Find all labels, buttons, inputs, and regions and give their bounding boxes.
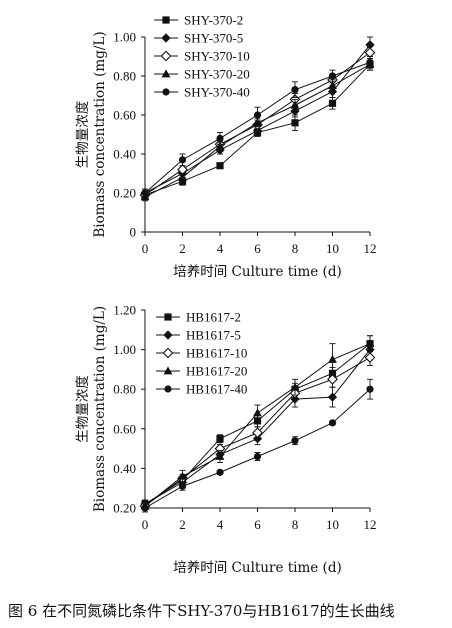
y-tick-label: 1.20 [113,303,136,318]
y-tick-label: 0 [130,225,137,240]
legend-label: SHY-370-10 [184,49,250,64]
x-axis-label: 培养时间 Culture time (d) [173,560,342,576]
data-point [328,81,337,90]
data-point [328,419,337,427]
x-axis-label: 培养时间 Culture time (d) [173,264,342,280]
x-tick-label: 4 [217,517,224,532]
legend-marker [162,88,170,96]
legend-marker [161,69,171,78]
data-point [365,339,375,348]
data-point [328,354,337,363]
legend: HB1617-2 HB1617-5 HB1617-10 HB1617-20 HB1617… [156,310,247,397]
legend-label: SHY-370-2 [184,13,243,28]
x-tick-label: 4 [217,241,224,256]
x-tick-label: 2 [179,517,186,532]
data-point [141,189,149,197]
data-point [215,141,225,150]
x-tick-label: 0 [142,241,149,256]
y-tick-label: 0.40 [113,147,136,162]
legend-marker [162,16,170,24]
y-tick-label: 0.60 [113,108,136,123]
y-axis-label-en: Biomass concentration (mg/L) [92,306,108,512]
x-tick-label: 8 [292,517,299,532]
legend-marker [164,385,172,393]
data-point [366,58,374,66]
y-tick-label: 0.80 [113,69,136,84]
data-point [215,451,225,460]
data-point [327,373,338,385]
legend-label: HB1617-10 [186,346,247,361]
y-tick-label: 0.40 [113,461,136,476]
legend-marker [160,50,172,62]
data-point [290,382,300,391]
legend-label: SHY-370-40 [184,85,250,100]
y-tick-label: 0.20 [113,186,136,201]
legend: SHY-370-2 SHY-370-5 SHY-370-10 SHY-370-20 SH… [154,13,250,100]
legend-label: HB1617-2 [186,310,241,325]
series-HB1617-40 [141,378,374,513]
data-point [216,162,224,170]
data-point [253,111,262,119]
y-tick-label: 1.00 [113,342,136,357]
series-SHY-370-20 [140,58,375,202]
legend-label: SHY-370-5 [184,31,243,46]
x-tick-label: 0 [142,517,149,532]
legend-label: SHY-370-20 [184,67,250,82]
legend-marker [163,366,173,375]
data-point [216,435,224,443]
x-tick-label: 12 [364,517,377,532]
y-tick-label: 1.00 [113,30,136,45]
data-point [366,385,374,393]
data-point [216,134,224,142]
figure-caption: 图 6 在不同氮磷比条件下SHY-370与HB1617的生长曲线 [8,602,395,620]
legend-marker [161,33,171,43]
x-tick-label: 10 [326,517,339,532]
data-point [291,86,299,94]
x-tick-label: 12 [364,241,377,256]
data-point [178,172,187,181]
y-axis-label-en: Biomass concentration (mg/L) [92,31,108,237]
data-point [141,504,149,512]
legend-label: HB1617-5 [186,328,241,343]
data-point [178,482,187,490]
legend-label: HB1617-40 [186,382,247,397]
series-HB1617-2 [141,335,374,509]
legend-marker [163,330,173,340]
y-tick-label: 0.20 [113,501,136,516]
y-axis-label-cn: 生物量浓度 [75,101,91,169]
data-point [328,72,337,80]
data-point [364,352,376,363]
chart-panel-bottom: 0.20 0.40 0.60 0.80 1.00 1.20 0 2 4 6 8 10 12 培养时间 Cu… [75,303,377,577]
y-axis-label: 生物量浓度Biomass concentration (mg/L) [75,306,108,512]
x-tick-label: 6 [254,241,261,256]
data-point [216,468,224,476]
data-point [327,392,338,402]
y-tick-label: 0.80 [113,382,136,397]
x-tick-label: 2 [179,241,186,256]
x-tick-label: 8 [292,241,299,256]
data-point [291,119,299,127]
legend-marker [164,313,172,321]
x-tick-label: 6 [254,517,261,532]
data-point [290,100,300,109]
legend-marker [162,347,174,359]
data-point [253,408,262,417]
data-point [178,156,187,164]
data-point [253,452,262,461]
data-point [328,99,337,107]
data-point [291,437,299,445]
series-SHY-370-40 [141,56,374,198]
chart-panel-top: 0 0.20 0.40 0.60 0.80 1.00 0 2 4 6 8 10 12 培养时间 Cultu… [75,13,377,281]
data-point [178,471,187,480]
legend-label: HB1617-20 [186,364,247,379]
x-tick-label: 10 [326,241,339,256]
y-tick-label: 0.60 [113,421,136,436]
y-axis-label-cn: 生物量浓度 [75,375,91,443]
y-axis-label: 生物量浓度Biomass concentration (mg/L) [75,31,108,237]
data-point [252,427,263,439]
